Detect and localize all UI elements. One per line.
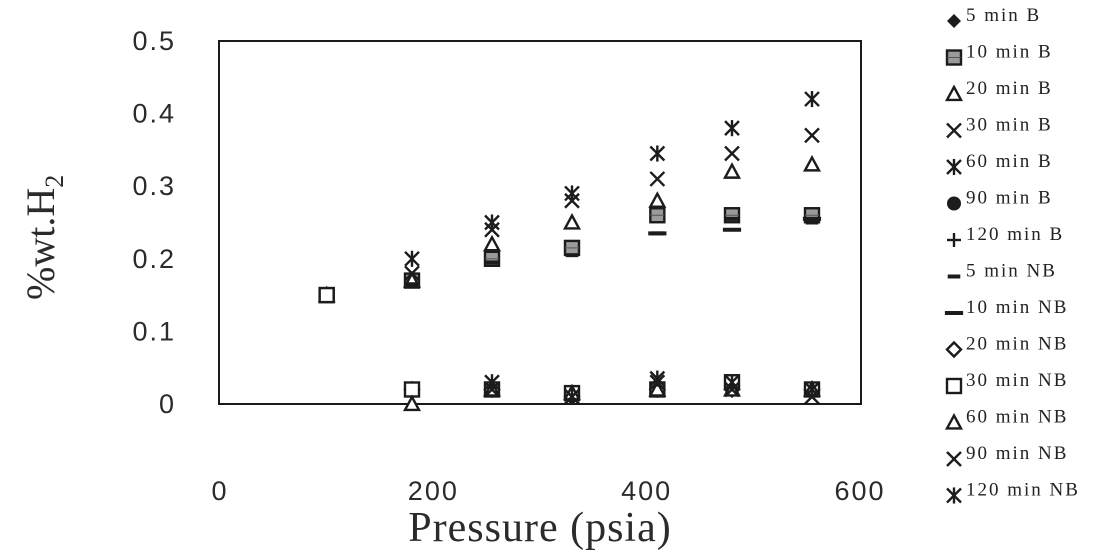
legend-item: 60 min B — [946, 151, 1053, 176]
y-tick-label: 0.1 — [132, 316, 176, 346]
y-tick-label: 0.4 — [132, 99, 176, 129]
data-points — [317, 91, 822, 412]
data-point — [318, 286, 335, 304]
legend-label: 10 min NB — [966, 297, 1068, 318]
data-point — [805, 220, 819, 225]
legend-marker — [944, 311, 964, 315]
legend-label: 120 min NB — [966, 480, 1080, 501]
data-point — [802, 154, 822, 172]
data-point — [722, 227, 742, 232]
legend-item: 10 min NB — [944, 297, 1068, 318]
legend-marker — [946, 451, 962, 467]
legend-marker — [945, 340, 963, 359]
data-point — [403, 381, 421, 398]
data-point — [804, 381, 820, 398]
y-tick-label: 0.3 — [132, 171, 176, 201]
x-tick-label: 0 — [211, 476, 228, 506]
data-point — [404, 265, 420, 282]
x-tick-labels: 0 200 400 600 — [211, 476, 885, 506]
legend-marker — [947, 14, 961, 28]
data-point — [648, 231, 667, 236]
legend-label: 10 min B — [966, 42, 1053, 63]
y-tick-labels: 0 0.1 0.2 0.3 0.4 0.5 — [132, 26, 176, 419]
y-tick-label: 0 — [159, 389, 176, 419]
legend-item: 30 min NB — [945, 370, 1068, 395]
data-point — [725, 216, 739, 221]
legend-item: 90 min NB — [946, 443, 1068, 467]
legend-item: 60 min NB — [944, 407, 1068, 430]
plot-area-frame — [218, 40, 862, 405]
data-point — [562, 212, 582, 230]
data-point — [722, 162, 742, 179]
legend-marker — [947, 196, 961, 211]
legend-label: 30 min NB — [966, 370, 1068, 391]
legend-item: 20 min NB — [945, 334, 1068, 359]
legend-marker — [944, 84, 964, 102]
legend-item: 10 min B — [945, 42, 1053, 66]
data-point — [405, 282, 419, 287]
legend-label: 5 min NB — [966, 261, 1057, 282]
x-tick-label: 600 — [834, 476, 885, 506]
data-point — [724, 120, 740, 137]
legend-label: 30 min B — [966, 115, 1053, 136]
data-point — [649, 370, 666, 387]
legend-item: 120 min B — [947, 224, 1064, 247]
data-point — [565, 253, 579, 258]
data-point — [802, 216, 822, 221]
legend-marker — [946, 122, 962, 139]
legend-marker — [947, 274, 961, 279]
x-tick-label: 400 — [621, 476, 672, 506]
data-point — [724, 374, 740, 391]
legend-item: 20 min B — [944, 78, 1053, 102]
y-axis-title-subscript: 2 — [40, 175, 69, 188]
y-tick-label: 0.2 — [132, 244, 176, 274]
legend-label: 20 min B — [966, 78, 1053, 99]
legend-label: 120 min B — [966, 224, 1064, 245]
legend-label: 5 min B — [966, 5, 1041, 26]
legend-marker — [944, 412, 964, 430]
y-axis-title-main: %wt.H — [18, 188, 63, 300]
data-point — [649, 207, 666, 224]
data-point — [649, 145, 666, 162]
legend-marker — [947, 233, 961, 247]
y-axis-title: %wt.H2 — [18, 175, 69, 300]
data-point — [804, 91, 820, 108]
legend-label: 60 min NB — [966, 407, 1068, 428]
legend-marker — [946, 158, 962, 176]
data-point — [724, 145, 740, 162]
legend: 5 min B 10 min B 20 min B 30 min B 60 min B 9… — [944, 5, 1080, 504]
x-axis-title: Pressure (psia) — [408, 505, 671, 551]
data-point — [648, 191, 667, 208]
data-point — [563, 239, 581, 257]
data-point — [649, 171, 666, 187]
legend-label: 90 min B — [966, 188, 1053, 209]
legend-label: 20 min NB — [966, 334, 1068, 355]
data-point — [564, 185, 580, 202]
data-point — [404, 250, 420, 267]
data-point — [484, 214, 500, 231]
legend-item: 5 min B — [947, 5, 1041, 28]
data-point — [564, 388, 580, 405]
data-point — [482, 234, 502, 252]
data-point — [484, 374, 500, 391]
y-tick-label: 0.5 — [132, 26, 176, 56]
legend-marker — [945, 377, 963, 395]
data-point — [648, 379, 667, 397]
legend-marker — [946, 487, 962, 504]
x-tick-label: 200 — [408, 476, 459, 506]
data-point — [485, 260, 499, 265]
legend-marker — [945, 49, 963, 66]
legend-item: 90 min B — [947, 188, 1053, 211]
legend-label: 60 min B — [966, 151, 1053, 172]
data-point — [804, 127, 820, 144]
legend-item: 5 min NB — [947, 261, 1057, 282]
legend-item: 120 min NB — [946, 480, 1080, 504]
data-point — [402, 394, 422, 412]
legend-label: 90 min NB — [966, 443, 1068, 464]
legend-item: 30 min B — [946, 115, 1053, 139]
